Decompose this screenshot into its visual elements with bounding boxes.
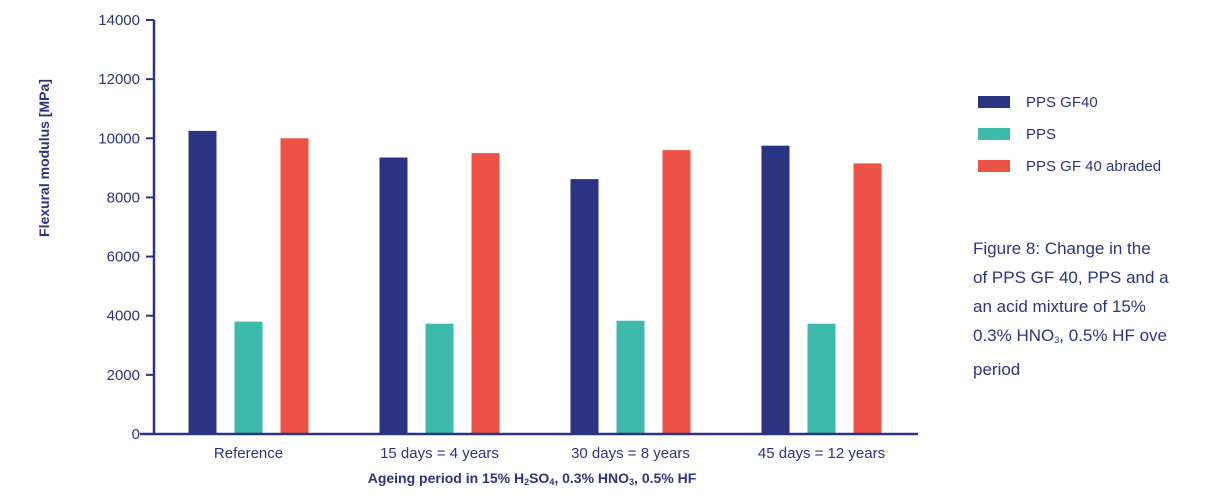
x-axis-title-sub: 2: [524, 477, 530, 487]
legend-item-pps-gf40-abraded: PPS GF 40 abraded: [978, 150, 1161, 182]
bar-pps-gf-40-abraded-2: [662, 150, 691, 434]
caption-line: period: [973, 360, 1021, 379]
x-axis-title: Ageing period in 15% H2SO4, 0.3% HNO3, 0…: [292, 470, 772, 487]
legend-item-pps: PPS: [978, 118, 1161, 150]
legend: PPS GF40 PPS PPS GF 40 abraded: [978, 86, 1161, 182]
x-axis-title-part: , 0.5% HF: [634, 470, 697, 486]
caption-line: Figure 8: Change in the: [973, 239, 1151, 258]
bar-pps-gf40-2: [570, 179, 599, 434]
x-axis-title-part: Ageing period in 15% H: [367, 470, 525, 486]
bar-pps-gf-40-abraded-3: [853, 163, 882, 434]
y-tick-label: 6000: [107, 249, 140, 266]
caption-sub: 3: [1054, 335, 1060, 345]
legend-swatch: [978, 128, 1010, 140]
y-tick-label: 14000: [98, 12, 140, 29]
caption-text: , 0.5% HF ove: [1059, 326, 1167, 345]
x-axis-title-part: SO: [529, 470, 550, 486]
legend-label: PPS: [1026, 125, 1057, 143]
y-tick-label: 0: [132, 426, 140, 443]
bar-chart: 0 2000 4000 6000 8000 10000 12000 14000 Referen…: [36, 12, 918, 462]
bar-pps-gf-40-abraded-1: [471, 153, 500, 435]
caption-line: of PPS GF 40, PPS and a: [973, 268, 1169, 287]
legend-item-pps-gf40: PPS GF40: [978, 86, 1161, 118]
x-category-label: 15 days = 4 years: [380, 445, 499, 462]
legend-swatch: [978, 160, 1010, 172]
bar-pps-gf40-3: [761, 145, 790, 434]
x-axis-title-sub: 4: [549, 477, 555, 487]
figure-caption: Figure 8: Change in the of PPS GF 40, PP…: [973, 234, 1205, 384]
legend-label: PPS GF 40 abraded: [1026, 157, 1162, 175]
bar-pps-gf40-0: [188, 130, 217, 434]
y-tick-label: 12000: [98, 71, 140, 88]
x-category-label: Reference: [214, 445, 283, 462]
y-tick-label: 8000: [107, 189, 140, 206]
caption-line: 0.3% HNO3, 0.5% HF ove: [973, 321, 1205, 355]
bar-pps-0: [234, 321, 263, 434]
bar-pps-1: [425, 323, 454, 434]
bar-pps-3: [807, 323, 836, 434]
legend-swatch: [978, 96, 1010, 108]
y-axis-title: Flexural modulus [MPa]: [36, 79, 52, 237]
caption-text: 0.3% HNO: [973, 326, 1055, 345]
x-category-label: 30 days = 8 years: [571, 445, 690, 462]
x-category-label: 45 days = 12 years: [758, 445, 885, 462]
y-axis-ticks: 0 2000 4000 6000 8000 10000 12000 14000: [98, 12, 154, 443]
bars: [188, 130, 882, 435]
x-axis-title-part: , 0.3% HNO: [554, 470, 630, 486]
caption-line: an acid mixture of 15%: [973, 297, 1146, 316]
legend-label: PPS GF40: [1026, 93, 1098, 111]
y-tick-label: 10000: [98, 130, 140, 147]
x-axis-labels: Reference 15 days = 4 years 30 days = 8 ye…: [214, 445, 885, 462]
y-tick-label: 2000: [107, 367, 140, 384]
bar-pps-gf-40-abraded-0: [280, 138, 309, 435]
y-tick-label: 4000: [107, 308, 140, 325]
x-axis-title-sub: 3: [629, 477, 635, 487]
bar-pps-2: [616, 320, 645, 434]
bar-pps-gf40-1: [379, 157, 408, 434]
